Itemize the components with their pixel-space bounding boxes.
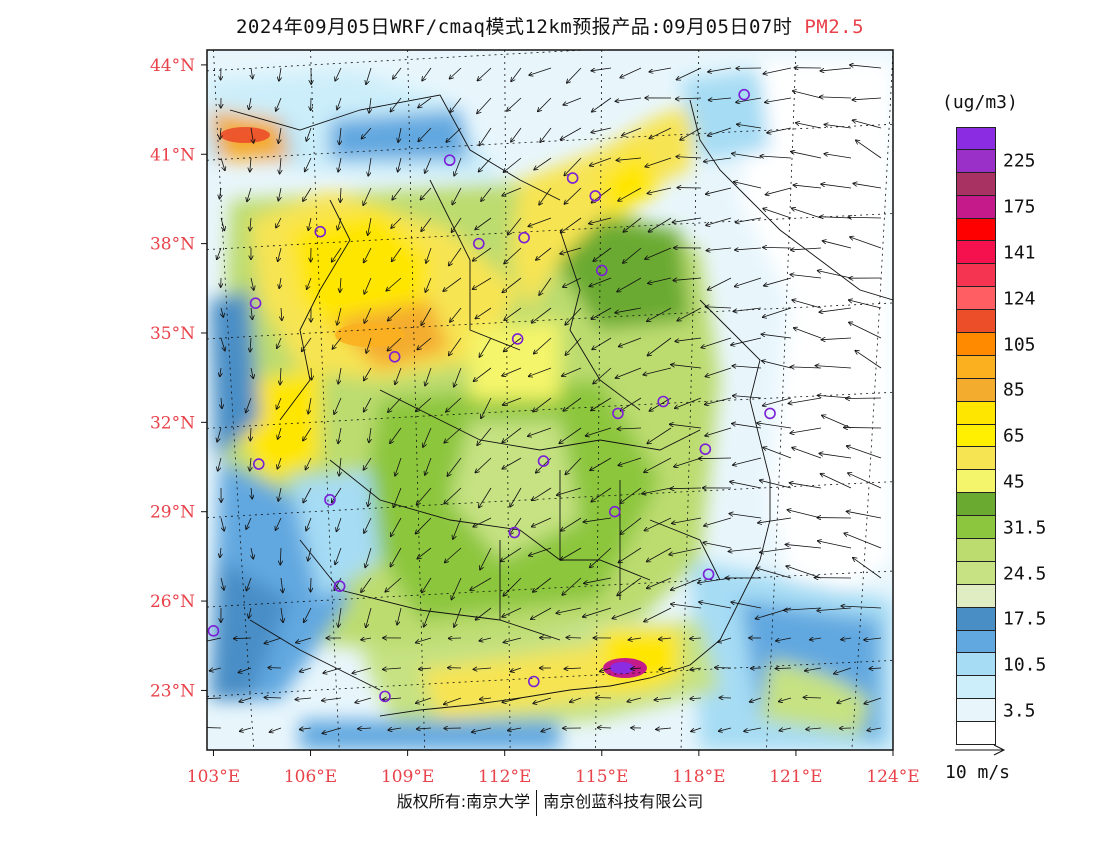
colorbar-swatch — [956, 425, 996, 448]
colorbar-swatch — [956, 173, 996, 196]
credit-separator — [536, 790, 537, 816]
lon-tick-label: 106°E — [284, 767, 337, 787]
colorbar-swatch — [956, 631, 996, 654]
colorbar-label: 225 — [1003, 151, 1036, 172]
colorbar-swatch — [956, 127, 996, 150]
colorbar-swatch — [956, 241, 996, 264]
lat-tick-label: 32°N — [150, 413, 195, 433]
lon-tick-label: 124°E — [866, 767, 919, 787]
colorbar-swatch — [956, 447, 996, 470]
colorbar-label: 65 — [1003, 426, 1025, 447]
colorbar-label: 45 — [1003, 471, 1025, 492]
colorbar-label: 3.5 — [1003, 700, 1036, 721]
colorbar-swatch — [956, 653, 996, 676]
colorbar-label: 17.5 — [1003, 609, 1046, 630]
colorbar-swatch — [956, 470, 996, 493]
credit-left: 版权所有:南京大学 — [397, 792, 530, 811]
colorbar-swatch — [956, 379, 996, 402]
colorbar-swatch — [956, 539, 996, 562]
legend-units: (ug/m3) — [942, 92, 1018, 113]
lat-tick-label: 29°N — [150, 503, 195, 523]
colorbar-swatch — [956, 310, 996, 333]
colorbar-swatch — [956, 196, 996, 219]
lon-tick-label: 112°E — [478, 767, 531, 787]
colorbar-label: 175 — [1003, 197, 1036, 218]
colorbar-swatch — [956, 287, 996, 310]
lat-tick-label: 26°N — [150, 592, 195, 612]
colorbar-label: 24.5 — [1003, 563, 1046, 584]
colorbar-label: 105 — [1003, 334, 1036, 355]
colorbar-label: 141 — [1003, 242, 1036, 263]
colorbar-swatch — [956, 722, 996, 745]
lat-tick-label: 41°N — [150, 145, 195, 165]
colorbar-swatch — [956, 585, 996, 608]
colorbar-swatch — [956, 562, 996, 585]
concentration-field — [207, 50, 893, 750]
lon-tick-label: 121°E — [769, 767, 822, 787]
lat-tick-label: 23°N — [150, 681, 195, 701]
lon-tick-label: 118°E — [672, 767, 725, 787]
lon-tick-label: 115°E — [575, 767, 628, 787]
colorbar-swatch — [956, 402, 996, 425]
colorbar-swatch — [956, 264, 996, 287]
wind-reference-arrow — [955, 745, 1004, 755]
wind-vector — [596, 697, 611, 698]
colorbar-swatch — [956, 516, 996, 539]
wind-vector — [566, 637, 581, 638]
wind-reference-label: 10 m/s — [945, 762, 1010, 783]
colorbar-swatch — [956, 676, 996, 699]
colorbar-label: 10.5 — [1003, 655, 1046, 676]
lon-tick-label: 109°E — [381, 767, 434, 787]
colorbar-swatch — [956, 333, 996, 356]
copyright-credits: 版权所有:南京大学南京创蓝科技有限公司 — [0, 788, 1100, 816]
lon-tick-label: 103°E — [187, 767, 240, 787]
colorbar-label: 85 — [1003, 380, 1025, 401]
lat-tick-label: 35°N — [150, 324, 195, 344]
colorbar-swatch — [956, 356, 996, 379]
colorbar-swatch — [956, 219, 996, 242]
lat-tick-label: 38°N — [150, 235, 195, 255]
colorbar — [956, 127, 996, 745]
colorbar-swatch — [956, 150, 996, 173]
colorbar-label: 124 — [1003, 288, 1036, 309]
colorbar-swatch — [956, 699, 996, 722]
credit-right: 南京创蓝科技有限公司 — [543, 792, 703, 811]
wind-vector — [844, 427, 881, 428]
lat-tick-label: 44°N — [150, 56, 195, 76]
wind-vector — [202, 727, 221, 728]
colorbar-swatch — [956, 493, 996, 516]
colorbar-label: 31.5 — [1003, 517, 1046, 538]
colorbar-swatch — [956, 608, 996, 631]
